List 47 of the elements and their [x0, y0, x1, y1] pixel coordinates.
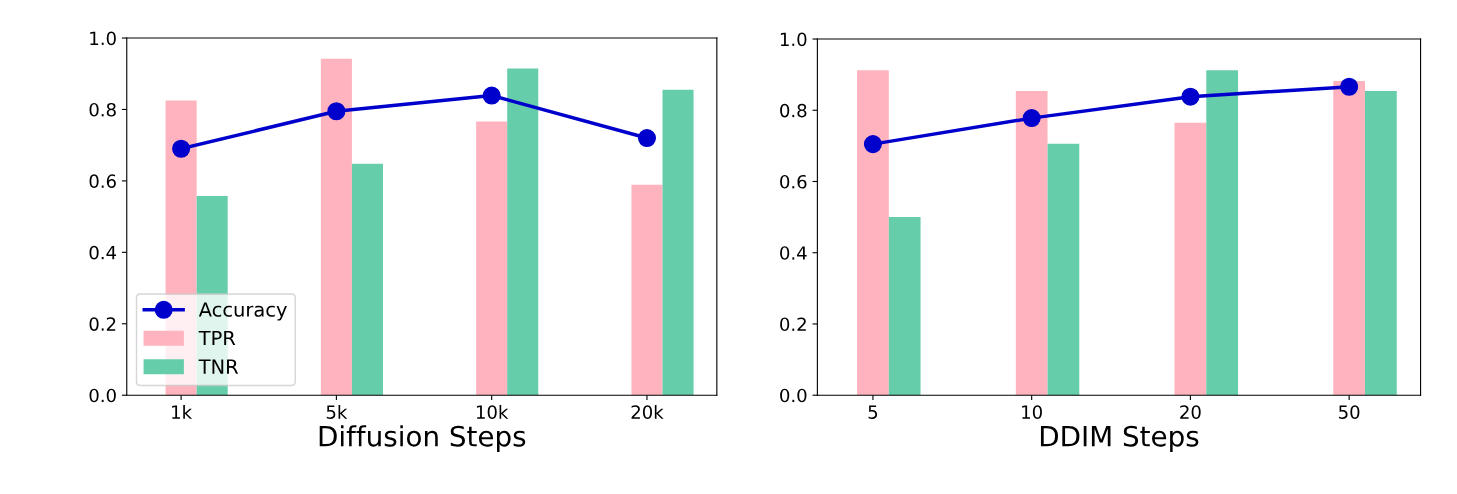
bar: [476, 121, 508, 396]
bar: [320, 58, 352, 396]
y-tick-label: 1.0: [90, 31, 116, 46]
y-tick-label: 0.2: [89, 317, 116, 331]
point: [637, 129, 656, 148]
x-tick-label: 20: [1180, 405, 1201, 419]
bar: [1333, 81, 1366, 396]
x-tick-label: 1k: [172, 404, 193, 419]
y-tick-label: 0.0: [780, 388, 807, 403]
x-tick-label: 50: [1339, 405, 1360, 419]
bar: [507, 68, 539, 396]
legend-label: TPR: [198, 330, 236, 346]
x-tick-label: 20k: [631, 404, 664, 419]
x-axis-title: DDIM Steps: [1040, 425, 1199, 453]
legend-label: Accuracy: [198, 302, 287, 321]
x-tick-label: 10: [1022, 405, 1042, 419]
legend-label: TNR: [198, 359, 239, 374]
point: [327, 102, 346, 121]
y-tick-label: 0.0: [89, 388, 116, 403]
y-tick-label: 0.8: [780, 103, 807, 118]
bar: [631, 184, 663, 396]
y-tick-label: 0.6: [780, 174, 807, 189]
point: [1340, 77, 1359, 96]
bar: [1015, 91, 1048, 396]
bar: [662, 89, 694, 396]
bar: [1174, 122, 1207, 396]
point: [172, 139, 191, 158]
y-tick-label: 0.6: [89, 174, 116, 189]
y-tick-label: 1.0: [780, 32, 807, 47]
bar: [351, 163, 383, 396]
y-tick-label: 0.4: [89, 245, 117, 260]
x-axis-title: Diffusion Steps: [319, 425, 526, 453]
y-tick-label: 0.4: [780, 246, 807, 260]
bar: [1047, 143, 1080, 396]
point: [482, 86, 501, 105]
bar: [857, 70, 889, 396]
point: [1022, 109, 1041, 128]
y-tick-label: 0.2: [780, 317, 806, 332]
x-tick-label: 5k: [326, 404, 348, 419]
point: [863, 135, 882, 154]
bar: [888, 217, 921, 396]
x-tick-label: 5: [868, 405, 878, 419]
x-tick-label: 10k: [476, 404, 509, 419]
y-tick-label: 0.8: [89, 102, 116, 117]
point: [1181, 87, 1200, 106]
bar: [1206, 70, 1239, 396]
bar: [1365, 91, 1397, 396]
